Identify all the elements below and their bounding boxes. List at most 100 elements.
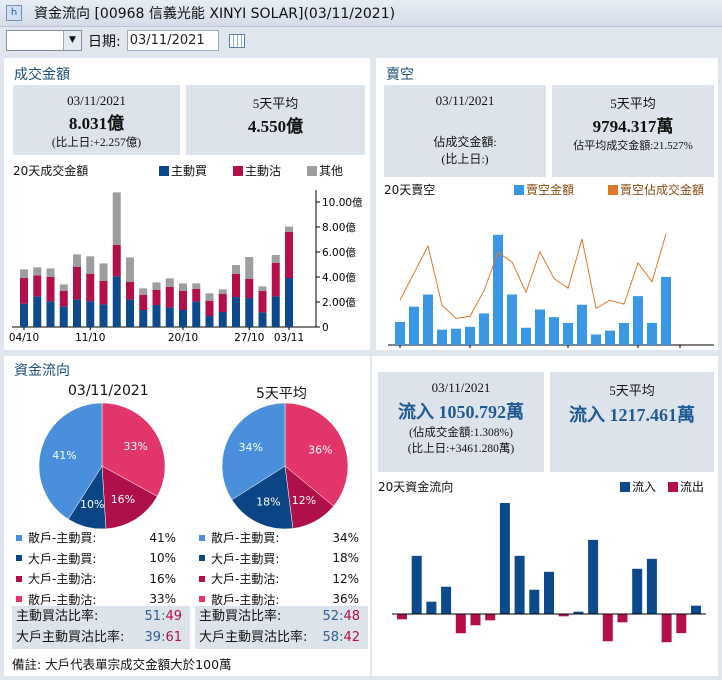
short-avg-pct: 佔平均成交金額:21.527% (573, 140, 693, 152)
pie-today: 33% 16% 10% 41% (38, 402, 166, 530)
legend-label: 大戶-主動沽: (28, 572, 97, 586)
legend-label: 大戶-主動買: (28, 551, 97, 566)
outflow-bar (470, 614, 481, 626)
short-bar (619, 322, 629, 345)
bar-buy (245, 298, 254, 327)
flow-chart-title: 20天資金流向 (378, 480, 454, 494)
legend-label: 散戶-主動買: (211, 531, 280, 545)
short-bar (507, 294, 517, 345)
date-input[interactable]: 03/11/2021 (126, 30, 219, 51)
legend-swatch (199, 555, 205, 561)
outflow-bar (485, 614, 496, 621)
bar-other (192, 283, 201, 289)
legend-swatch (668, 481, 678, 492)
legend-other: 其他 (307, 162, 343, 179)
bar-sell (126, 282, 134, 300)
pie-legend-row: 大戶-主動沽: 12% (199, 570, 369, 587)
inflow-bar (691, 605, 701, 614)
bar-buy (205, 316, 214, 327)
bar-sell (271, 263, 280, 297)
flow-today-date: 03/11/2021 (431, 380, 491, 395)
market-select[interactable]: ▼ (6, 30, 82, 51)
pie-title-today: 03/11/2021 (68, 383, 149, 399)
bar-other (20, 269, 28, 278)
legend-swatch (514, 184, 524, 195)
flow-chart (392, 503, 706, 643)
bar-buy (33, 296, 42, 327)
short-bar (647, 322, 657, 345)
ratio-buy: 58 (322, 630, 340, 645)
legend-buy: 主動買 (159, 162, 207, 179)
bar-buy (271, 296, 280, 327)
legend-label: 主動買 (171, 164, 208, 178)
bar-buy (218, 312, 227, 327)
date-label: 日期: (88, 33, 121, 50)
legend-pct: 34% (332, 530, 359, 545)
ratio-sell: 42 (343, 630, 360, 645)
legend-outflow: 流出 (668, 478, 704, 495)
short-today-pct: 佔成交金額: (433, 135, 497, 149)
flow-today-value: 流入 1050.792萬 (398, 402, 524, 422)
bar-buy (46, 301, 55, 327)
inflow-bar (499, 503, 510, 614)
legend-label: 散戶-主動沽: (28, 592, 97, 607)
pie-slice (231, 465, 294, 530)
bar-sell (139, 295, 148, 310)
bar-sell (20, 278, 28, 304)
pie-slice-label: 36% (308, 443, 332, 456)
ratio-sell: 49 (165, 609, 182, 624)
ratio-row: 大戶主動買沽比率: 58:42 (195, 627, 368, 648)
ratio-box-today: 主動買沽比率: 51:49 大戶主動買沽比率: 39:61 (12, 606, 190, 649)
legend-swatch (199, 596, 205, 602)
short-bar (437, 329, 447, 345)
inflow-bar (411, 555, 422, 614)
inflow-bar (588, 539, 599, 614)
pie-slice (221, 402, 286, 501)
bar-sell (86, 274, 95, 302)
bar-buy (126, 299, 134, 327)
pie-slice (38, 402, 103, 520)
note: 備註: 大戶代表單宗成交金額大於100萬 (12, 657, 232, 672)
pie-slice (101, 402, 166, 497)
pie-legend-row: 散戶-主動沽: 36% (199, 591, 369, 608)
legend-swatch (16, 534, 22, 541)
bar-other (126, 257, 134, 282)
bar-sell (245, 279, 254, 298)
short-today-change: (比上日:) (441, 152, 489, 166)
short-title: 賣空 (386, 67, 414, 83)
ratio-sep: : (161, 609, 166, 624)
legend-swatch (199, 575, 205, 582)
ratio-sep: : (339, 609, 344, 624)
legend-short-amount: 賣空金額 (514, 181, 574, 198)
chevron-down-icon[interactable]: ▼ (63, 31, 81, 50)
bar-other (218, 289, 227, 294)
calendar-icon[interactable] (228, 33, 245, 48)
bar-other (33, 267, 42, 276)
pie-slice-label: 16% (111, 493, 135, 506)
flow-today-box: 03/11/2021 流入 1050.792萬 (佔成交金額:1.308%) (… (378, 372, 544, 472)
outflow-bar (617, 614, 628, 623)
y-tick-label: 6.00億 (322, 246, 356, 259)
pie-legend-row: 大戶-主動沽: 16% (16, 570, 186, 587)
short-panel: 賣空 03/11/2021 佔成交金額: (比上日:) 5天平均 9794.31… (376, 58, 718, 350)
short-bar (395, 322, 405, 345)
ratio-label: 主動買沽比率: (199, 609, 282, 624)
legend-label: 大戶-主動買: (211, 551, 280, 566)
bar-other (179, 283, 187, 291)
ratio-sell: 61 (165, 630, 182, 645)
short-bar (577, 304, 587, 345)
ratio-sep: : (161, 630, 166, 645)
pie-legend-row: 散戶-主動買: 34% (199, 529, 369, 546)
bar-buy (258, 312, 267, 327)
bar-other (73, 254, 81, 267)
outflow-bar (676, 614, 687, 634)
bar-buy (86, 301, 95, 327)
pie-slice-label: 10% (80, 498, 104, 511)
legend-swatch (233, 165, 243, 176)
inflow-bar (573, 611, 584, 614)
legend-swatch (159, 165, 169, 176)
legend-label: 其他 (319, 164, 344, 178)
short-bar (451, 328, 461, 345)
legend-pct: 41% (149, 530, 176, 545)
